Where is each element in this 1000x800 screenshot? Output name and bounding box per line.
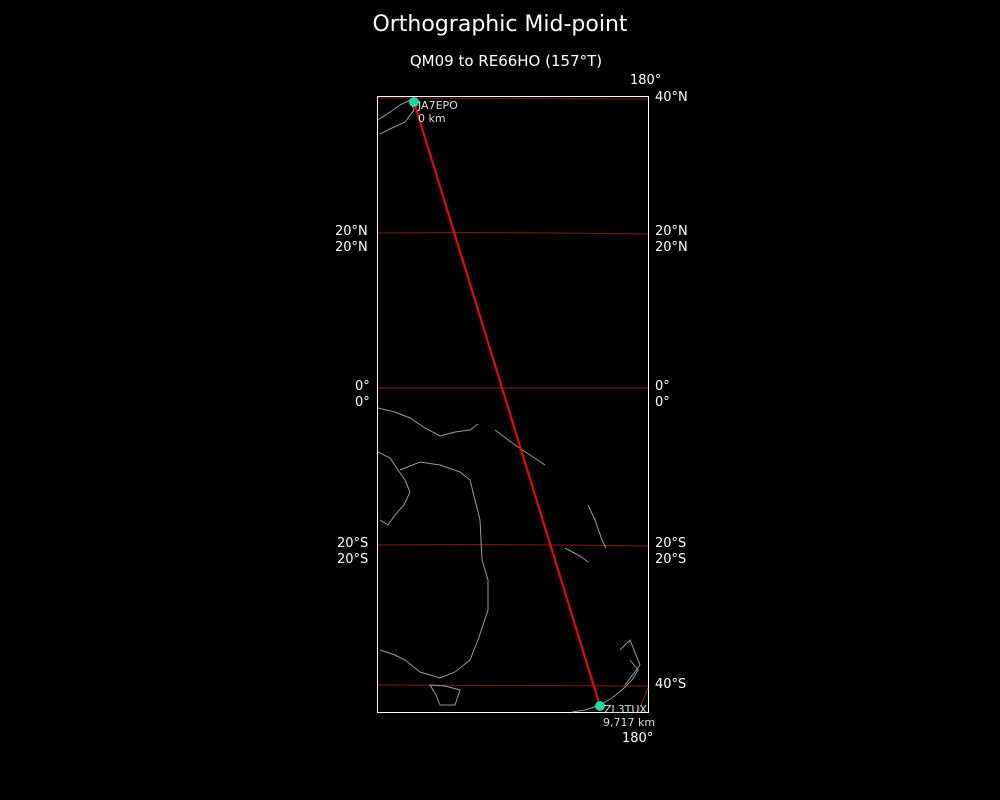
right-lat-label: 0° bbox=[655, 379, 670, 394]
right-lat-label: 20°S bbox=[655, 536, 687, 551]
start-distance: 0 km bbox=[418, 112, 446, 125]
parallel-40n bbox=[377, 97, 649, 100]
left-lat-label: 20°N bbox=[335, 224, 368, 239]
left-lat-label: 20°S bbox=[337, 552, 369, 567]
left-lat-label: 0° bbox=[355, 395, 370, 410]
end-marker[interactable] bbox=[595, 701, 605, 711]
parallel-20s bbox=[377, 544, 649, 547]
right-lat-label: 40°N bbox=[655, 90, 688, 105]
end-callsign: ZL3TUX bbox=[604, 703, 647, 716]
parallel-40s bbox=[377, 684, 649, 687]
top-meridian-label: 180° bbox=[630, 73, 662, 88]
start-callsign: JA7EPO bbox=[418, 99, 458, 112]
right-lat-label: 20°N bbox=[655, 224, 688, 239]
right-lat-label: 20°N bbox=[655, 240, 688, 255]
left-lat-label: 20°S bbox=[337, 536, 369, 551]
end-distance: 9,717 km bbox=[603, 716, 656, 729]
bottom-meridian-label: 180° bbox=[622, 731, 654, 746]
left-lat-label: 0° bbox=[355, 379, 370, 394]
meridian-180 bbox=[637, 687, 649, 713]
right-lat-label: 40°S bbox=[655, 677, 687, 692]
left-lat-label: 20°N bbox=[335, 240, 368, 255]
parallel-20n bbox=[377, 232, 649, 235]
right-lat-label: 0° bbox=[655, 395, 670, 410]
graticule bbox=[377, 97, 649, 713]
start-marker[interactable] bbox=[409, 97, 419, 107]
right-lat-label: 20°S bbox=[655, 552, 687, 567]
map-title: Orthographic Mid-point bbox=[372, 12, 628, 37]
map-subtitle: QM09 to RE66HO (157°T) bbox=[409, 52, 603, 70]
great-circle-path bbox=[413, 101, 601, 707]
map-frame bbox=[377, 96, 649, 713]
